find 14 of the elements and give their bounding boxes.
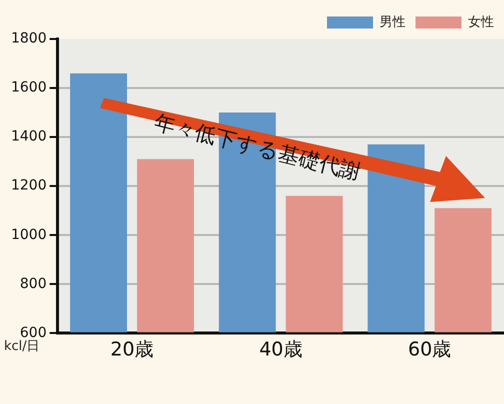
x-tick-label: 20歳 bbox=[110, 338, 154, 361]
x-tick-label: 40歳 bbox=[259, 338, 302, 361]
y-tick-label: 800 bbox=[20, 276, 47, 292]
legend-label: 女性 bbox=[468, 14, 494, 30]
y-axis-title: kcl/日 bbox=[4, 338, 40, 355]
y-tick-label: 600 bbox=[20, 324, 47, 341]
y-tick-label: 1800 bbox=[10, 30, 47, 47]
y-tick-label: 1200 bbox=[10, 178, 47, 194]
y-tick-label: 1000 bbox=[10, 226, 47, 243]
y-tick-label: 1400 bbox=[10, 128, 47, 145]
annotation: 年々低下する基礎代謝 bbox=[151, 108, 364, 186]
y-tick-label: 1600 bbox=[10, 80, 47, 96]
x-tick-label: 60歳 bbox=[408, 338, 452, 361]
legend-label: 男性 bbox=[380, 14, 406, 30]
